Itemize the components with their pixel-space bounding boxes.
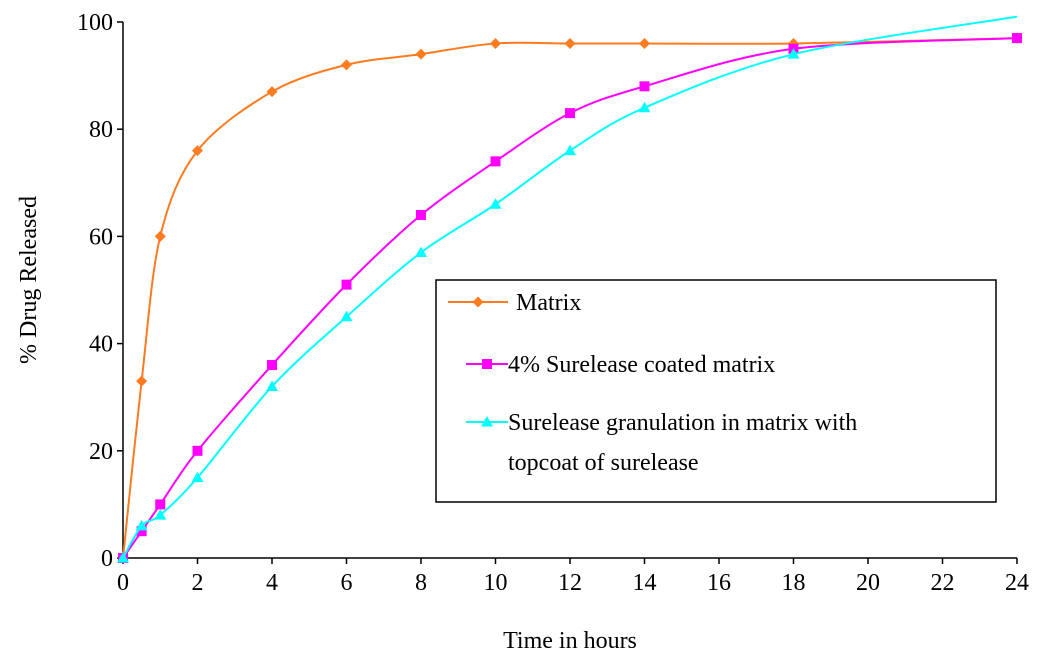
series-granulation [117,15,1018,563]
x-tick-label: 24 [1005,570,1029,596]
series-layer [117,15,1023,564]
data-point-matrix [639,37,650,49]
data-point-matrix [266,86,278,98]
legend-label-granulation-line2: topcoat of surelease [508,450,699,476]
data-point-granulation [266,380,278,391]
data-point-coated-matrix [490,156,501,167]
legend-marker-granulation [481,416,493,427]
legend-box [435,279,997,503]
y-tick-label: 40 [89,332,113,358]
data-point-granulation [564,144,576,156]
data-point-granulation [787,48,800,59]
x-tick-label: 12 [558,570,582,596]
data-point-granulation [191,471,204,483]
data-point-coated-matrix [192,445,203,456]
x-tick-label: 22 [931,570,955,596]
legend-symbols [448,296,508,427]
legend-label-granulation-line1: Surelease granulation in matrix with [508,410,857,436]
legend-label-coated-matrix: 4% Surelease coated matrix [508,352,775,378]
data-point-matrix [192,145,203,157]
legend-symbol-coated-matrix [466,359,508,369]
data-point-matrix [136,375,148,387]
data-point-granulation [154,509,167,520]
y-tick-label: 60 [89,224,113,250]
legend: Matrix 4% Surelease coated matrix Surele… [435,279,997,503]
x-tick-label: 0 [117,570,129,596]
data-point-matrix [415,48,427,60]
data-point-coated-matrix [1012,33,1022,44]
data-point-granulation [415,246,427,257]
y-tick-label: 100 [77,10,113,36]
y-axis-title: % Drug Released [16,196,42,364]
data-point-coated-matrix [155,499,166,510]
x-tick-label: 4 [266,570,278,596]
x-tick-label: 16 [707,570,731,596]
data-point-matrix [341,59,352,71]
y-tick-label: 20 [89,439,113,465]
series-line-matrix [122,37,1018,559]
x-tick-label: 18 [782,570,806,596]
data-point-granulation [340,310,353,322]
data-point-coated-matrix [639,81,650,92]
x-axis-title: Time in hours [503,628,637,654]
x-tick-label: 20 [856,570,880,596]
y-ticks: 0 20 40 60 80 100 [77,10,123,572]
x-ticks: 0 2 4 6 8 10 12 14 16 18 20 22 24 [117,558,1029,596]
data-point-coated-matrix [565,108,575,119]
legend-marker-matrix [472,296,484,308]
data-point-coated-matrix [136,526,147,537]
data-point-matrix [564,37,576,49]
x-tick-label: 2 [192,570,204,596]
y-tick-label: 0 [101,546,113,572]
data-point-granulation [638,101,651,113]
legend-symbol-matrix [448,296,508,308]
legend-marker-coated-matrix [482,359,492,369]
y-tick-label: 80 [89,117,113,143]
data-point-granulation [135,519,148,531]
data-point-coated-matrix [341,279,352,290]
data-point-matrix [490,37,501,49]
x-tick-label: 10 [484,570,508,596]
x-tick-label: 8 [415,570,427,596]
data-point-granulation [489,198,502,209]
data-point-matrix [154,230,166,242]
legend-symbol-granulation [466,416,508,427]
x-tick-label: 6 [341,570,353,596]
data-point-coated-matrix [267,360,277,371]
x-tick-label: 14 [633,570,657,596]
data-point-granulation [117,552,129,563]
legend-label-matrix: Matrix [516,290,581,316]
data-point-coated-matrix [416,209,426,220]
